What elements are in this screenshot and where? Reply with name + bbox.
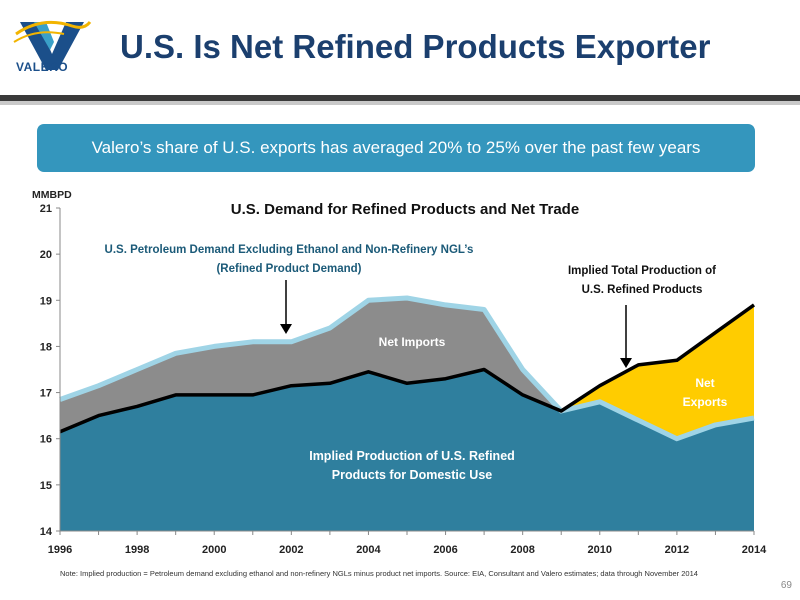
x-tick-label-2014: 2014: [742, 544, 767, 556]
domestic-label-line2: Products for Domestic Use: [332, 468, 493, 482]
y-tick-label-16: 16: [40, 434, 52, 446]
y-tick-label-20: 20: [40, 249, 52, 261]
demand-label-line2: (Refined Product Demand): [216, 263, 361, 275]
y-tick-label-19: 19: [40, 295, 52, 307]
production-arrow-head: [620, 358, 632, 368]
x-tick-label-2008: 2008: [510, 544, 534, 556]
header-divider: [0, 95, 800, 101]
demand-label-line1: U.S. Petroleum Demand Excluding Ethanol …: [105, 244, 474, 256]
summary-banner: Valero’s share of U.S. exports has avera…: [37, 124, 755, 172]
page-title: U.S. Is Net Refined Products Exporter: [120, 28, 711, 65]
footnote: Note: Implied production = Petroleum dem…: [60, 569, 698, 578]
domestic-label-line1: Implied Production of U.S. Refined: [309, 449, 515, 463]
chart-labels: U.S. Demand for Refined Products and Net…: [105, 201, 728, 482]
net-imports-label: Net Imports: [379, 335, 446, 349]
y-tick-label-15: 15: [40, 480, 52, 492]
chart-areas: [60, 298, 754, 531]
y-tick-label-18: 18: [40, 341, 52, 353]
net-exports-label-line1: Net: [695, 376, 714, 390]
valero-logo: [13, 20, 92, 70]
x-tick-label-2002: 2002: [279, 544, 303, 556]
page-number: 69: [780, 580, 792, 591]
y-tick-label-17: 17: [40, 388, 52, 400]
production-label-line2: U.S. Refined Products: [582, 284, 703, 296]
demand-trade-chart: 14 15 16 17 18 19 20 21 1996 1998 2000 2002 2004 2006…: [32, 189, 767, 556]
header-divider-shadow: [0, 101, 800, 105]
chart-title: U.S. Demand for Refined Products and Net…: [231, 201, 579, 218]
chart-axes: 14 15 16 17 18 19 20 21 1996 1998 2000 2002 2004 2006…: [32, 189, 767, 556]
x-tick-label-2010: 2010: [588, 544, 612, 556]
logo-text: VALERO: [16, 60, 69, 74]
production-label-line1: Implied Total Production of: [568, 265, 716, 277]
x-tick-label-2012: 2012: [665, 544, 689, 556]
chart-lines: [59, 295, 756, 442]
net-exports-label-line2: Exports: [683, 395, 728, 409]
banner-text: Valero’s share of U.S. exports has avera…: [91, 138, 701, 157]
x-tick-label-1998: 1998: [125, 544, 149, 556]
x-tick-label-2004: 2004: [356, 544, 381, 556]
x-tick-label-1996: 1996: [48, 544, 72, 556]
net-imports-area: [60, 298, 562, 432]
domestic-production-area: [60, 369, 754, 531]
y-tick-label-14: 14: [40, 526, 53, 538]
y-tick-label-21: 21: [40, 203, 52, 215]
x-tick-label-2000: 2000: [202, 544, 226, 556]
x-tick-label-2006: 2006: [433, 544, 457, 556]
demand-arrow-head: [280, 324, 292, 334]
y-axis-label: MMBPD: [32, 189, 72, 201]
